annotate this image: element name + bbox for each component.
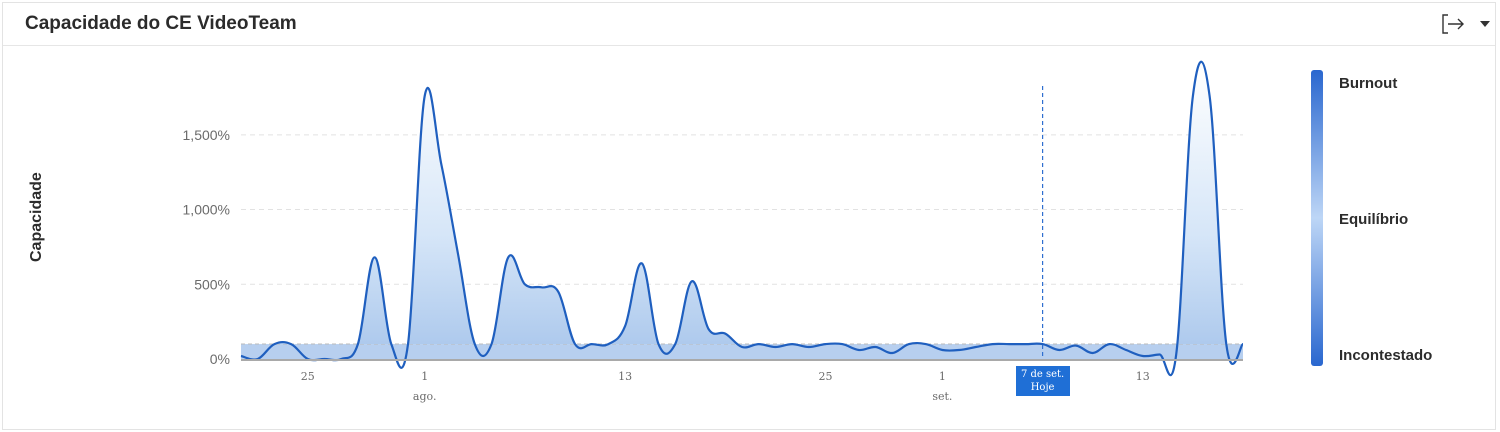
today-label: Hoje [1030, 382, 1055, 393]
y-tick-label: 1,500% [183, 127, 230, 143]
export-icon[interactable] [1439, 11, 1467, 37]
y-tick-label: 500% [194, 276, 230, 292]
y-tick-label: 0% [210, 351, 230, 367]
x-tick-label: 25 [819, 370, 833, 383]
capacity-line [240, 60, 1245, 377]
legend-label-uncontested: Incontestado [1339, 347, 1433, 364]
today-marker-badge: 7 de set. Hoje [1015, 366, 1070, 396]
legend-label-burnout: Burnout [1339, 75, 1398, 92]
y-tick-label: 1,000% [183, 202, 230, 218]
x-tick-label: 25 [301, 370, 315, 383]
legend-color-bar [1311, 70, 1323, 366]
x-tick-label: 1 [939, 370, 946, 383]
capacity-area [274, 80, 1227, 345]
x-tick-label: 13 [618, 370, 632, 383]
today-date-label: 7 de set. [1020, 369, 1065, 380]
legend-label-equilibrium: Equilíbrio [1339, 211, 1409, 228]
x-tick-label: 13 [1136, 370, 1150, 383]
x-tick-month-label: set. [932, 390, 952, 403]
chevron-down-icon[interactable] [1477, 11, 1493, 37]
x-tick-label: 1 [421, 370, 428, 383]
x-tick-month-label: ago. [413, 390, 437, 403]
panel-title: Capacidade do CE VideoTeam [25, 13, 297, 34]
equilibrium-band [241, 344, 1243, 359]
panel-header: Capacidade do CE VideoTeam [3, 3, 1495, 46]
